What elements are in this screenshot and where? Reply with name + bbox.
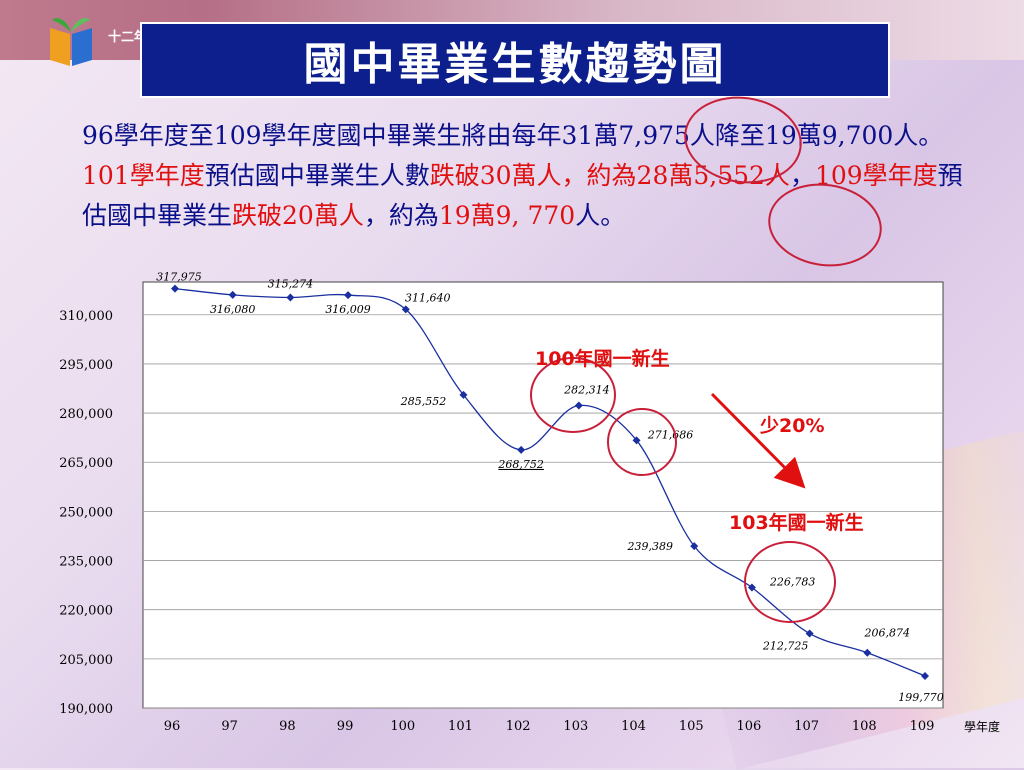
data-point — [517, 445, 526, 454]
page-title: 國中畢業生數趨勢圖 — [303, 39, 727, 90]
data-label: 226,783 — [769, 575, 816, 588]
data-label: 317,975 — [156, 271, 202, 284]
title-box: 國中畢業生數趨勢圖 — [140, 22, 890, 98]
data-label: 315,274 — [268, 277, 314, 290]
highlight-circle — [530, 357, 616, 433]
data-point — [228, 290, 237, 299]
data-point — [574, 401, 583, 410]
summary-paragraph: 96學年度至109學年度國中畢業生將由每年31萬7,975人降至19萬9,700… — [82, 116, 982, 236]
x-tick-label: 98 — [279, 719, 296, 734]
x-tick-label: 108 — [852, 719, 877, 734]
paragraph-segment: 預估國中畢業生人數 — [204, 161, 430, 190]
plot-area — [142, 281, 944, 709]
data-point — [459, 390, 468, 399]
x-axis-title: 學年度 — [964, 720, 1001, 734]
data-label: 316,009 — [325, 303, 371, 316]
paragraph-segment: 預估國中畢業生 — [82, 161, 963, 230]
annotation-label: 100年國一新生 — [535, 347, 670, 370]
y-tick-label: 235,000 — [59, 555, 113, 570]
y-tick-label: 265,000 — [59, 456, 113, 471]
paragraph-segment: ，約為 — [363, 201, 439, 230]
x-tick-label: 104 — [621, 719, 646, 734]
highlight-circle — [684, 96, 802, 184]
data-label: 285,552 — [400, 395, 447, 408]
data-point — [344, 291, 353, 300]
data-label: 239,389 — [626, 540, 673, 553]
data-label: 206,874 — [864, 627, 911, 640]
highlight-circle — [768, 183, 882, 267]
data-label: 268,752 — [497, 458, 544, 471]
x-tick-label: 109 — [910, 719, 935, 734]
data-point — [690, 542, 699, 551]
paragraph-segment: 跌破20萬人 — [232, 201, 364, 230]
x-tick-label: 106 — [737, 719, 762, 734]
x-tick-label: 103 — [563, 719, 588, 734]
x-tick-label: 105 — [679, 719, 704, 734]
data-label: 212,725 — [762, 640, 809, 653]
data-point — [747, 583, 756, 592]
y-tick-label: 295,000 — [59, 358, 113, 373]
paragraph-segment: 跌破30萬人，約為28萬5,552人 — [429, 161, 790, 190]
data-point — [863, 648, 872, 657]
decrease-arrow — [710, 392, 806, 489]
data-point — [401, 305, 410, 314]
data-label: 271,686 — [647, 428, 694, 441]
x-tick-label: 100 — [390, 719, 415, 734]
data-label: 316,080 — [210, 303, 256, 316]
decrease-label: 少20% — [759, 415, 824, 437]
logo-text: 十二年 — [108, 30, 148, 45]
data-label: 282,314 — [563, 383, 610, 396]
y-tick-label: 280,000 — [59, 407, 113, 422]
x-tick-label: 107 — [794, 719, 819, 734]
data-point — [632, 436, 641, 445]
x-tick-label: 99 — [337, 719, 354, 734]
x-tick-label: 102 — [506, 719, 531, 734]
annotation-label: 103年國一新生 — [729, 511, 864, 534]
data-label: 311,640 — [405, 291, 451, 304]
paragraph-segment: 19萬9, 770 — [438, 201, 576, 230]
data-point — [286, 293, 295, 302]
y-tick-label: 190,000 — [59, 702, 113, 717]
paragraph-segment: 人。 — [575, 201, 626, 230]
x-tick-label: 97 — [221, 719, 238, 734]
x-tick-label: 96 — [164, 719, 181, 734]
y-tick-label: 250,000 — [59, 505, 113, 520]
logo-icon — [50, 18, 92, 66]
y-tick-label: 220,000 — [59, 604, 113, 619]
series-line — [174, 287, 926, 677]
data-point — [805, 629, 814, 638]
paragraph-segment: 101學年度 — [82, 161, 205, 190]
highlight-circle — [607, 408, 677, 476]
y-tick-label: 310,000 — [59, 309, 113, 324]
paragraph-segment: 109學年度 — [814, 161, 938, 190]
highlight-circle — [744, 541, 836, 623]
x-tick-label: 101 — [448, 719, 473, 734]
y-tick-label: 205,000 — [59, 653, 113, 668]
data-label: 199,770 — [898, 691, 944, 704]
data-point — [171, 284, 179, 293]
data-point — [921, 671, 929, 680]
